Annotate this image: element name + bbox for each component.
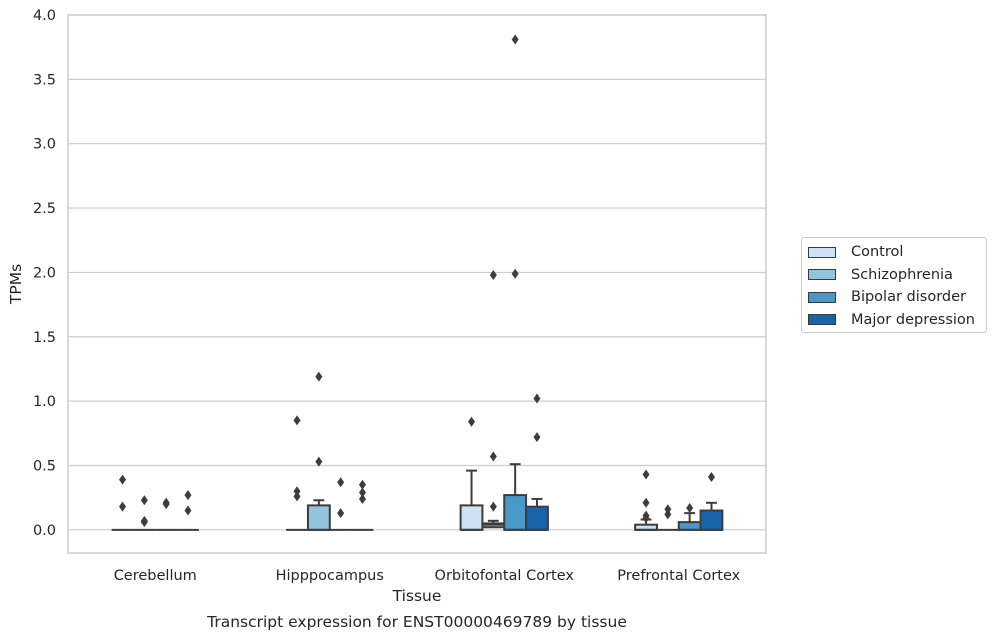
legend-item: Schizophrenia	[808, 264, 986, 287]
x-axis-title: Tissue	[392, 587, 442, 605]
y-axis-title: TPMs	[7, 264, 25, 305]
outlier-point	[119, 501, 127, 512]
box	[306, 504, 331, 531]
y-axis: 0.0 0.5 1.0 1.5 2.0 2.5 3.0 3.5 4.0	[33, 8, 56, 539]
outlier-point	[140, 517, 148, 528]
legend: Control Schizophrenia Bipolar disorder Majo…	[801, 237, 987, 333]
box	[459, 504, 484, 531]
legend-label: Control	[851, 244, 904, 261]
outlier-point	[293, 491, 301, 502]
y-tick-label: 3.0	[33, 137, 56, 153]
legend-item: Major depression	[808, 309, 986, 332]
outlier-point	[119, 474, 127, 485]
outlier-point	[642, 513, 650, 524]
box	[677, 521, 702, 531]
outlier-point	[358, 493, 366, 504]
outlier-point	[707, 472, 715, 483]
x-tick-label: Cerebellum	[114, 568, 197, 584]
box-group	[155, 497, 178, 531]
outlier-point	[468, 416, 476, 427]
box-group	[677, 502, 702, 531]
y-tick-label: 4.0	[33, 8, 56, 24]
box-group	[459, 416, 484, 531]
legend-item: Bipolar disorder	[808, 286, 986, 309]
outlier-point	[293, 486, 301, 497]
box-group	[306, 371, 331, 531]
y-tick-label: 1.0	[33, 394, 56, 410]
outlier-point	[489, 451, 497, 462]
outlier-point	[489, 269, 497, 280]
box-series	[111, 34, 724, 531]
outlier-point	[293, 415, 301, 426]
outlier-point	[511, 268, 519, 279]
legend-swatch	[808, 269, 836, 281]
y-tick-label: 3.5	[33, 72, 56, 88]
outlier-point	[489, 501, 497, 512]
x-tick-label: Hipppocampus	[276, 568, 384, 584]
outlier-point	[642, 497, 650, 508]
box-group	[634, 469, 658, 531]
legend-swatch	[808, 291, 836, 303]
outlier-point	[337, 477, 345, 488]
box-group	[481, 269, 506, 529]
y-tick-label: 2.0	[33, 265, 56, 281]
box	[699, 509, 724, 531]
x-tick-label: Prefrontal Cortex	[617, 568, 740, 584]
outlier-point	[511, 34, 519, 45]
y-tick-label: 2.5	[33, 201, 56, 217]
box	[503, 494, 528, 531]
x-axis: Cerebellum Hipppocampus Orbitofontal Corte…	[114, 568, 741, 584]
legend-label: Bipolar disorder	[851, 289, 966, 306]
outlier-point	[184, 505, 192, 516]
box	[525, 505, 549, 531]
outlier-point	[140, 495, 148, 506]
outlier-point	[315, 456, 323, 467]
outlier-point	[337, 508, 345, 519]
y-tick-label: 1.5	[33, 330, 56, 346]
y-tick-label: 0.0	[33, 523, 56, 539]
plot-area-frame	[67, 14, 767, 554]
x-tick-label: Orbitofontal Cortex	[435, 568, 575, 584]
box-group	[351, 479, 374, 531]
legend-item: Control	[808, 241, 986, 264]
outlier-point	[184, 490, 192, 501]
box-group	[699, 472, 724, 531]
outlier-point	[162, 499, 170, 510]
box-group	[329, 477, 352, 531]
outlier-point	[664, 504, 672, 515]
box-group	[525, 393, 549, 531]
box-group	[656, 504, 679, 531]
box-group	[177, 490, 199, 531]
legend-swatch	[808, 314, 836, 326]
legend-label: Major depression	[851, 311, 975, 328]
box-group	[503, 34, 528, 531]
outlier-point	[686, 502, 694, 513]
outlier-point	[664, 509, 672, 520]
legend-label: Schizophrenia	[851, 266, 953, 283]
chart-title: Transcript expression for ENST0000046978…	[206, 613, 627, 631]
legend-swatch	[808, 246, 836, 258]
outlier-point	[533, 393, 541, 404]
outlier-point	[358, 479, 366, 490]
outlier-point	[533, 432, 541, 443]
box-group	[133, 495, 156, 531]
box-group	[111, 474, 134, 531]
box-group	[286, 415, 308, 531]
y-tick-label: 0.5	[33, 458, 56, 474]
outlier-point	[642, 469, 650, 480]
grid-lines	[68, 14, 766, 531]
outlier-point	[358, 487, 366, 498]
outlier-point	[315, 371, 323, 382]
